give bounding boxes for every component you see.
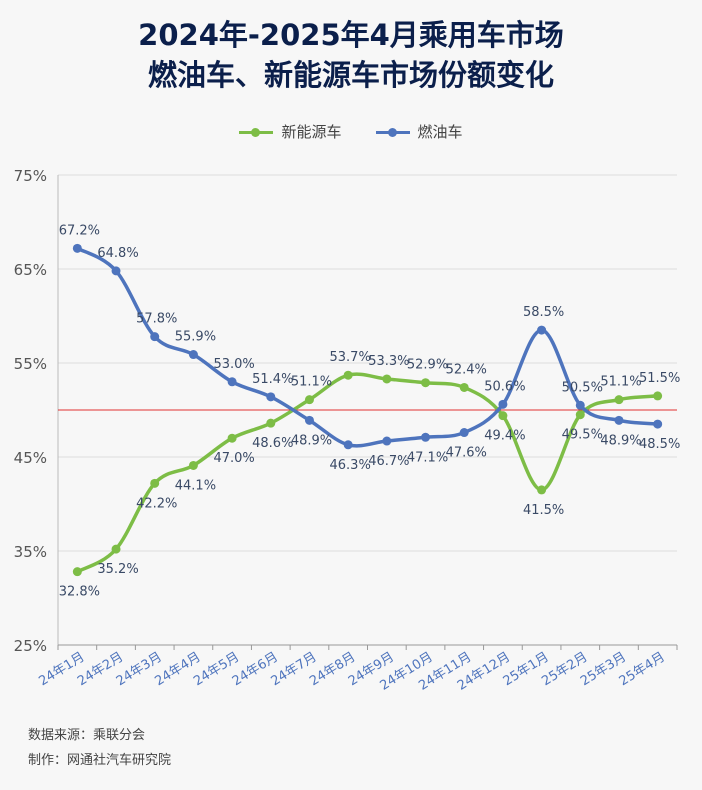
data-point-fuel — [111, 266, 121, 276]
data-label-nev: 42.2% — [136, 496, 177, 511]
data-point-nev — [653, 391, 663, 401]
data-point-fuel — [575, 400, 585, 410]
data-point-fuel — [304, 415, 314, 425]
data-label-fuel: 46.7% — [368, 454, 409, 469]
data-point-nev — [304, 395, 314, 405]
data-point-nev — [498, 411, 508, 421]
data-label-nev: 47.0% — [213, 451, 254, 466]
data-label-nev: 51.5% — [639, 371, 680, 386]
data-label-fuel: 58.5% — [523, 305, 564, 320]
legend-label-fuel: 燃油车 — [417, 123, 463, 141]
data-point-nev — [421, 378, 431, 388]
data-point-nev — [150, 478, 160, 488]
data-point-fuel — [188, 350, 198, 360]
data-label-fuel: 47.6% — [446, 446, 487, 461]
data-point-nev — [382, 374, 392, 384]
data-point-nev — [72, 567, 82, 577]
data-point-nev — [227, 433, 237, 443]
data-label-nev: 49.4% — [484, 429, 525, 444]
data-point-fuel — [421, 432, 431, 442]
maker-note: 制作：网通社汽车研究院 — [28, 753, 172, 768]
data-label-fuel: 48.9% — [291, 433, 332, 448]
data-point-fuel — [382, 436, 392, 446]
y-tick-label: 45% — [14, 449, 47, 467]
data-point-nev — [459, 382, 469, 392]
legend-swatch-fuel — [375, 124, 410, 140]
legend-item-nev: 新能源车 — [239, 121, 342, 142]
data-label-nev: 41.5% — [523, 503, 564, 518]
data-label-fuel: 53.0% — [213, 357, 254, 372]
data-label-nev: 32.8% — [59, 585, 100, 600]
y-tick-label: 55% — [14, 355, 47, 373]
legend-item-fuel: 燃油车 — [375, 121, 463, 142]
data-label-fuel: 55.9% — [175, 330, 216, 345]
data-point-fuel — [498, 399, 508, 409]
data-source-note: 数据来源：乘联分会 — [28, 728, 146, 743]
data-point-fuel — [653, 419, 663, 429]
data-point-nev — [266, 418, 276, 428]
data-label-nev: 51.1% — [600, 375, 641, 390]
y-tick-label: 65% — [14, 261, 47, 279]
data-label-nev: 52.9% — [407, 358, 448, 373]
data-label-nev: 52.4% — [446, 362, 487, 377]
data-point-nev — [537, 485, 547, 495]
chart-legend: 新能源车 燃油车 — [0, 121, 702, 142]
data-label-nev: 53.7% — [330, 350, 371, 365]
data-label-fuel: 51.4% — [252, 372, 293, 387]
data-label-fuel: 67.2% — [59, 223, 100, 238]
data-point-nev — [111, 544, 121, 554]
legend-label-nev: 新能源车 — [281, 123, 342, 141]
y-tick-label: 75% — [14, 167, 47, 185]
data-point-fuel — [227, 377, 237, 387]
data-point-fuel — [266, 392, 276, 402]
data-point-fuel — [614, 415, 624, 425]
data-label-fuel: 48.9% — [600, 433, 641, 448]
y-tick-label: 35% — [14, 543, 47, 561]
data-label-nev: 44.1% — [175, 478, 216, 493]
data-label-fuel: 50.5% — [562, 380, 603, 395]
series-line-nev — [76, 372, 658, 574]
data-label-nev: 48.6% — [252, 436, 293, 451]
data-label-nev: 35.2% — [97, 562, 138, 577]
data-label-nev: 51.1% — [291, 375, 332, 390]
series-line-fuel — [76, 246, 658, 448]
data-label-fuel: 46.3% — [330, 458, 371, 473]
data-point-nev — [343, 370, 353, 380]
data-label-nev: 49.5% — [562, 428, 603, 443]
data-label-nev: 53.3% — [368, 354, 409, 369]
y-tick-label: 25% — [14, 637, 47, 655]
data-point-fuel — [537, 325, 547, 335]
data-label-fuel: 50.6% — [484, 379, 525, 394]
data-label-fuel: 57.8% — [136, 312, 177, 327]
chart-title-line2: 燃油车、新能源车市场份额变化 — [147, 58, 554, 92]
data-point-fuel — [150, 332, 160, 342]
legend-swatch-nev — [239, 124, 274, 140]
data-label-fuel: 48.5% — [639, 437, 680, 452]
chart-title-line1: 2024年-2025年4月乘用车市场 — [138, 18, 564, 52]
data-point-fuel — [459, 428, 469, 438]
data-label-fuel: 64.8% — [97, 246, 138, 261]
data-point-fuel — [72, 243, 82, 253]
data-point-nev — [575, 410, 585, 420]
data-point-nev — [614, 395, 624, 405]
data-point-fuel — [343, 440, 353, 450]
data-point-nev — [188, 460, 198, 470]
data-label-fuel: 47.1% — [407, 450, 448, 465]
